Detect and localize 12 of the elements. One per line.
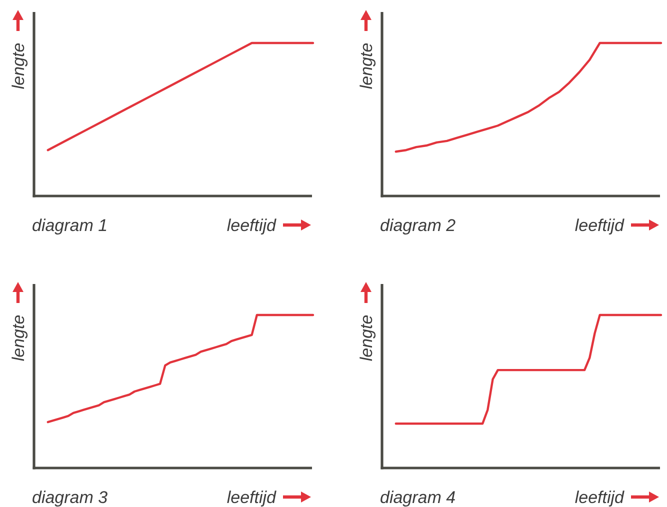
text: diagram 2 bbox=[380, 216, 456, 235]
x-axis-title: leeftijd bbox=[226, 488, 277, 507]
text: diagram 3 bbox=[32, 488, 108, 507]
x-axis-title: leeftijd bbox=[574, 216, 625, 235]
x-axis-title: leeftijd bbox=[226, 216, 277, 235]
y-axis-title: lengte bbox=[357, 314, 376, 362]
y-axis-title: lengte bbox=[9, 42, 28, 90]
y-axis-title: lengte bbox=[357, 42, 376, 90]
text: diagram 4 bbox=[380, 488, 456, 507]
x-axis-title: leeftijd bbox=[574, 488, 625, 507]
text: diagram 1 bbox=[32, 216, 108, 235]
y-axis-title: lengte bbox=[9, 314, 28, 362]
